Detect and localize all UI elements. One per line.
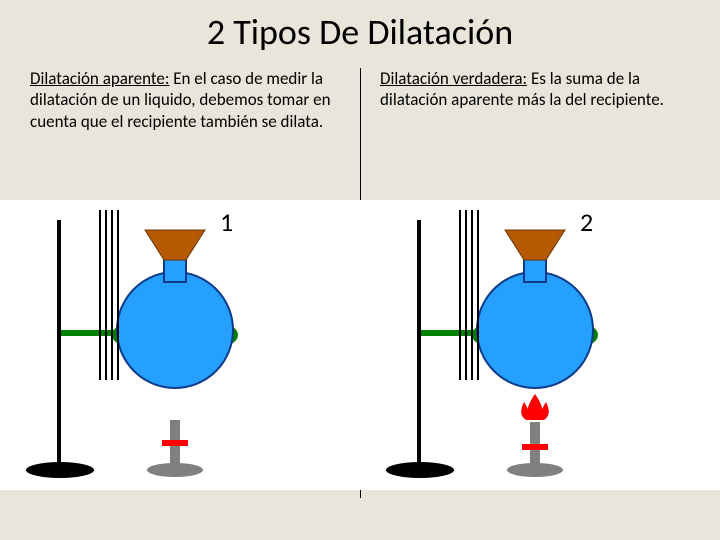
column-left: Dilatación aparente: En el caso de medir… bbox=[0, 68, 360, 142]
figure-2-number: 2 bbox=[580, 206, 593, 238]
diagram-2-svg bbox=[360, 200, 720, 490]
slide: 2 Tipos De Dilatación Dilatación aparent… bbox=[0, 0, 720, 540]
columns: Dilatación aparente: En el caso de medir… bbox=[0, 68, 720, 142]
term-left: Dilatación aparente: bbox=[30, 68, 169, 89]
figure-1-number: 1 bbox=[220, 206, 233, 238]
page-title: 2 Tipos De Dilatación bbox=[0, 0, 720, 68]
paragraph-left: Dilatación aparente: En el caso de medir… bbox=[30, 68, 340, 132]
figure-1: 1 bbox=[0, 200, 360, 490]
figure-2: 2 bbox=[360, 200, 720, 490]
figure-strip: 1 bbox=[0, 200, 720, 490]
term-right: Dilatación verdadera: bbox=[380, 68, 527, 89]
paragraph-right: Dilatación verdadera: Es la suma de la d… bbox=[380, 68, 690, 111]
column-right: Dilatación verdadera: Es la suma de la d… bbox=[360, 68, 720, 142]
diagram-1-svg bbox=[0, 200, 360, 490]
